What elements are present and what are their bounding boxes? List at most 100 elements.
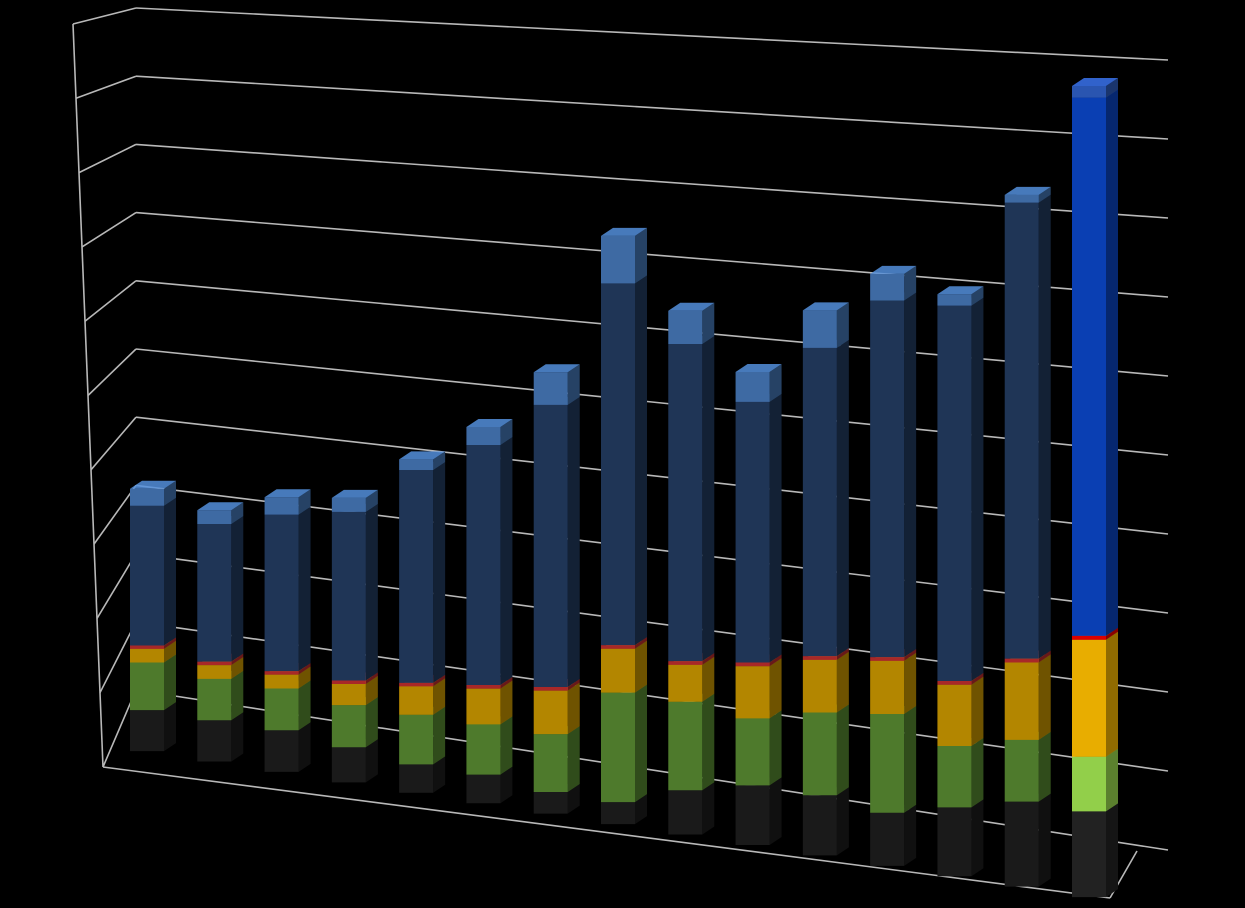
bar-front — [1004, 662, 1039, 740]
bar-top — [130, 480, 176, 489]
gridline-back — [135, 75, 1169, 140]
gridline-side — [96, 553, 137, 619]
bar-top — [264, 489, 311, 498]
bar-segment-1-s6 — [130, 480, 176, 506]
bar-segment-6-s2 — [466, 716, 513, 775]
bar-front — [937, 746, 972, 808]
bar-side — [904, 292, 917, 658]
bar-front — [399, 714, 434, 765]
bar-side — [836, 648, 849, 660]
bar-segment-5-s6 — [399, 451, 446, 470]
bar-side — [567, 783, 580, 814]
bar-front — [533, 404, 568, 688]
bar-front — [331, 680, 366, 685]
bar-side — [433, 756, 446, 793]
bar-side — [1106, 627, 1118, 640]
bar-side — [1106, 803, 1118, 898]
gridline-back — [135, 7, 1169, 61]
bar-side — [904, 265, 917, 301]
bar-segment-9-s6 — [668, 302, 715, 344]
bar-front — [466, 688, 501, 725]
gridline-side — [84, 280, 137, 322]
bar-front — [130, 710, 164, 752]
bar-front — [601, 648, 635, 693]
bar-front — [533, 734, 568, 792]
bar-front — [937, 294, 972, 306]
bar-side — [836, 787, 849, 856]
bar-front — [331, 705, 366, 748]
bar-front — [1072, 639, 1106, 757]
bar-front — [264, 688, 299, 731]
bar-front — [1072, 85, 1106, 98]
bar-side — [904, 649, 917, 661]
bar-stack-6 — [466, 419, 513, 804]
bar-side — [500, 436, 513, 685]
bar-side — [836, 651, 849, 713]
bar-segment-4-s6 — [331, 489, 378, 512]
bar-front — [264, 497, 299, 515]
bar-side — [1038, 194, 1051, 659]
bar-segment-13-s2 — [937, 738, 984, 808]
bar-segment-8-s6 — [601, 227, 647, 284]
bar-front — [1004, 658, 1039, 663]
bar-front — [802, 656, 837, 660]
gridline-side — [72, 7, 137, 25]
bar-side — [769, 777, 782, 845]
bar-front — [197, 523, 232, 662]
bar-side — [433, 678, 446, 715]
bar-front — [1004, 202, 1039, 659]
bar-front — [937, 305, 972, 681]
bar-stack-2 — [197, 502, 244, 762]
bar-stack-14 — [1004, 186, 1051, 887]
bar-front — [601, 692, 635, 803]
bar-side — [1038, 731, 1051, 802]
bar-side — [702, 302, 715, 344]
bar-front — [601, 283, 635, 646]
gridline-side — [78, 143, 137, 174]
bar-front — [533, 791, 568, 814]
bar-segment-3-s6 — [264, 489, 311, 515]
bar-front — [735, 372, 770, 402]
bar-side — [567, 396, 580, 688]
bar-segment-8-s3 — [601, 640, 647, 693]
bar-top — [735, 364, 782, 373]
bar-segment-10-s6 — [735, 364, 782, 402]
bar-stack-1 — [130, 480, 176, 752]
bar-segment-11-s5 — [802, 339, 849, 657]
grid-layer — [72, 7, 1169, 899]
bar-segment-10-s5 — [735, 393, 782, 663]
bar-front — [331, 511, 366, 681]
bar-stack-8 — [601, 227, 647, 825]
bar-side — [365, 676, 378, 706]
bar-side — [298, 663, 311, 675]
bar-front — [264, 730, 299, 772]
bar-side — [365, 739, 378, 783]
bar-segment-13-s3 — [937, 676, 984, 747]
bar-front — [466, 724, 501, 775]
bar-segment-4-s5 — [331, 503, 378, 681]
bar-segment-5-s5 — [399, 461, 446, 683]
bar-top — [668, 302, 715, 311]
bar-front — [197, 720, 232, 762]
bar-side — [1038, 654, 1051, 740]
bar-front — [399, 469, 434, 683]
bar-front — [1004, 739, 1039, 802]
gridline-side — [75, 75, 137, 100]
bar-segment-10-s3 — [735, 658, 782, 719]
bar-front — [533, 690, 568, 735]
bar-segment-7-s6 — [533, 364, 580, 405]
bar-front — [668, 343, 703, 662]
bar-side — [769, 710, 782, 786]
bar-front — [130, 488, 164, 506]
bar-side — [231, 515, 244, 662]
bar-front — [870, 657, 905, 661]
bar-side — [433, 451, 446, 470]
bar-segment-13-s6 — [937, 286, 984, 306]
bar-front — [937, 680, 972, 685]
bar-front — [802, 712, 837, 796]
bar-side — [567, 726, 580, 792]
bar-front — [130, 645, 164, 649]
bar-top — [197, 502, 244, 511]
bar-side — [567, 364, 580, 405]
